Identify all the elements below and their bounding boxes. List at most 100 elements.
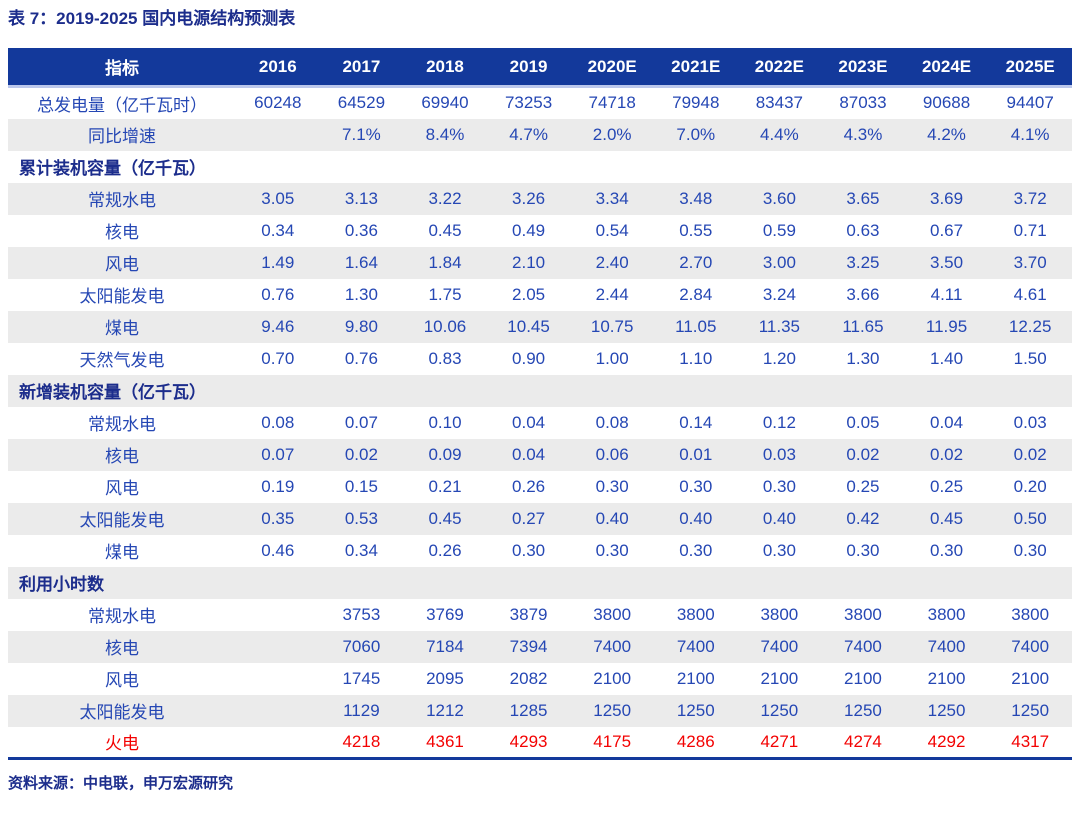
value-cell: 4.1%	[1010, 124, 1050, 144]
value-cell: 0.45	[930, 508, 964, 528]
year-column-header: 2020E	[587, 56, 637, 76]
value-cell: 2082	[509, 668, 548, 688]
table-row: 风电 1745 2095 2082 2100 2100 2100 2100 2100 2100	[8, 663, 1072, 695]
value-cell: 0.45	[428, 220, 462, 240]
value-cell: 1.49	[261, 252, 295, 272]
value-cell: 0.25	[930, 476, 964, 496]
value-cell: 0.02	[846, 444, 880, 464]
value-cell: 0.21	[428, 476, 462, 496]
value-cell: 94407	[1006, 93, 1054, 113]
value-cell: 79948	[672, 93, 720, 113]
value-cell: 0.05	[846, 412, 880, 432]
value-cell: 0.40	[595, 508, 629, 528]
value-cell: 3.66	[846, 284, 880, 304]
value-cell: 0.53	[344, 508, 378, 528]
value-cell: 0.10	[428, 412, 462, 432]
table-row: 煤电 9.46 9.80 10.06 10.45 10.75 11.05 11.35 11.65…	[8, 310, 1072, 343]
value-cell: 3.24	[762, 284, 796, 304]
value-cell: 3753	[342, 604, 381, 624]
value-cell: 1285	[509, 700, 548, 720]
section-header: 累计装机容量（亿千瓦）	[19, 159, 206, 178]
value-cell: 0.49	[512, 220, 546, 240]
value-cell: 0.59	[762, 220, 796, 240]
value-cell: 1250	[844, 700, 882, 720]
table-row: 常规水电 0.08 0.07 0.10 0.04 0.08 0.14 0.12 0.05 0.04…	[8, 407, 1072, 439]
value-cell: 4271	[760, 731, 799, 751]
value-cell: 90688	[922, 93, 971, 113]
value-cell: 7400	[1011, 636, 1050, 656]
value-cell: 2095	[426, 668, 464, 688]
table-row: 核电 0.34 0.36 0.45 0.49 0.54 0.55 0.59 0.63 0.67 0.…	[8, 215, 1072, 247]
value-cell: 3800	[676, 604, 715, 624]
value-cell: 0.04	[930, 412, 964, 432]
value-cell: 11.35	[758, 316, 800, 336]
value-cell: 1250	[760, 700, 799, 720]
year-column-header: 2022E	[754, 56, 804, 76]
value-cell: 1.64	[344, 252, 378, 272]
row-label: 核电	[105, 639, 139, 658]
value-cell: 7400	[760, 636, 799, 656]
value-cell: 0.30	[762, 476, 796, 496]
row-label: 核电	[105, 223, 139, 242]
value-cell: 2100	[1011, 668, 1050, 688]
value-cell: 3.00	[762, 252, 796, 272]
value-cell: 3.65	[846, 188, 880, 208]
value-cell: 3800	[1011, 604, 1050, 624]
value-cell: 3800	[927, 604, 966, 624]
value-cell: 1.50	[1013, 348, 1047, 368]
value-cell: 0.02	[1013, 444, 1047, 464]
value-cell: 4286	[676, 731, 715, 751]
value-cell: 3879	[509, 604, 548, 624]
row-label: 总发电量（亿千瓦时）	[37, 95, 207, 115]
value-cell: 7400	[927, 636, 966, 656]
value-cell: 4218	[342, 731, 381, 751]
row-label: 火电	[105, 734, 139, 754]
value-cell: 4.2%	[927, 124, 966, 144]
value-cell: 10.45	[507, 316, 550, 336]
value-cell: 4175	[593, 731, 632, 751]
value-cell: 3800	[844, 604, 882, 624]
value-cell	[236, 119, 320, 151]
value-cell: 0.30	[762, 540, 796, 560]
value-cell: 11.95	[925, 316, 968, 336]
value-cell: 0.04	[512, 412, 546, 432]
value-cell: 1212	[426, 700, 464, 720]
value-cell	[236, 631, 320, 663]
row-label: 太阳能发电	[79, 703, 165, 722]
value-cell: 69940	[421, 93, 469, 113]
table-row: 太阳能发电 0.76 1.30 1.75 2.05 2.44 2.84 3.24 3.66 4.1…	[8, 279, 1072, 311]
value-cell: 7400	[844, 636, 882, 656]
year-column-header: 2018	[426, 56, 464, 76]
value-cell: 9.46	[261, 316, 295, 336]
table-row: 风电 1.49 1.64 1.84 2.10 2.40 2.70 3.00 3.25 3.50 3.…	[8, 246, 1072, 279]
value-cell: 0.02	[930, 444, 964, 464]
value-cell: 3.22	[428, 188, 462, 208]
value-cell: 0.30	[930, 540, 964, 560]
value-cell: 1.10	[679, 348, 713, 368]
value-cell: 0.30	[679, 540, 713, 560]
value-cell: 3.34	[595, 188, 629, 208]
value-cell: 4292	[927, 731, 966, 751]
value-cell: 0.90	[512, 348, 546, 368]
value-cell: 1.75	[428, 284, 462, 304]
value-cell: 4317	[1011, 731, 1050, 751]
value-cell: 2100	[927, 668, 966, 688]
value-cell: 0.55	[679, 220, 713, 240]
section-row: 新增装机容量（亿千瓦）	[8, 374, 1072, 407]
value-cell: 0.67	[930, 220, 964, 240]
value-cell: 8.4%	[425, 124, 465, 144]
table-row: 核电 7060 7184 7394 7400 7400 7400 7400 7400 7400	[8, 630, 1072, 663]
value-cell: 1745	[342, 668, 381, 688]
row-label: 煤电	[105, 319, 139, 338]
value-cell: 7060	[342, 636, 381, 656]
value-cell: 0.27	[512, 508, 546, 528]
row-label: 风电	[105, 671, 139, 690]
value-cell: 0.40	[762, 508, 796, 528]
value-cell: 2.70	[679, 252, 713, 272]
value-cell: 0.06	[595, 444, 629, 464]
table-row: 核电 0.07 0.02 0.09 0.04 0.06 0.01 0.03 0.02 0.02 0.…	[8, 438, 1072, 471]
row-label: 煤电	[105, 543, 139, 562]
value-cell: 0.01	[679, 444, 713, 464]
value-cell: 0.08	[261, 412, 295, 432]
value-cell: 3.13	[344, 188, 378, 208]
